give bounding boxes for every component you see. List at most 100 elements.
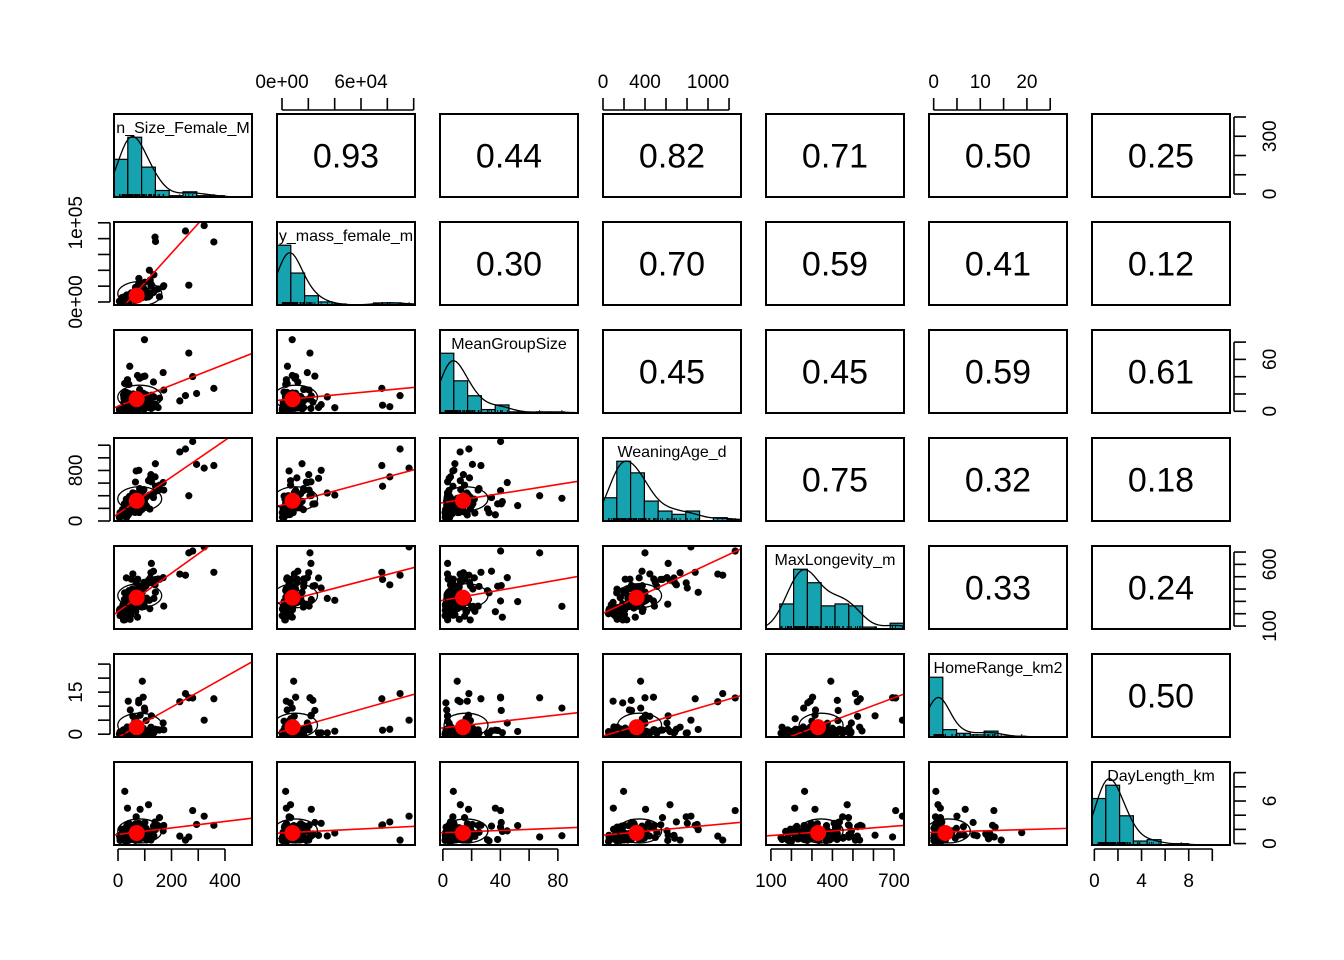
panel-0-0: n_Size_Female_M <box>114 120 252 197</box>
data-point <box>181 392 190 400</box>
data-point <box>644 594 652 602</box>
data-point <box>630 604 638 612</box>
panel-3-1 <box>277 445 491 521</box>
tick-label: 40 <box>490 871 511 892</box>
data-point <box>445 474 453 482</box>
correlation-ellipse <box>443 818 489 844</box>
tick-label: 0 <box>1260 189 1281 200</box>
tick-label: 600 <box>1260 549 1281 581</box>
data-point <box>305 471 313 479</box>
data-point <box>307 595 315 604</box>
data-point <box>378 568 386 576</box>
data-point <box>160 602 168 610</box>
panel-frame <box>602 653 742 738</box>
mean-point <box>128 824 145 841</box>
data-point <box>396 392 404 400</box>
data-point <box>844 814 853 822</box>
data-point <box>657 821 665 829</box>
data-point <box>283 362 292 370</box>
data-point <box>871 712 879 720</box>
data-point <box>496 693 505 701</box>
data-point <box>609 804 617 812</box>
density-curve <box>766 568 904 627</box>
data-point <box>210 568 218 576</box>
data-point <box>666 801 674 809</box>
data-point <box>453 677 461 685</box>
tick-label: 400 <box>817 871 849 892</box>
data-point <box>497 438 505 446</box>
data-point <box>323 729 331 737</box>
data-point <box>147 474 156 482</box>
data-point <box>843 801 851 809</box>
histogram-bar <box>929 676 944 737</box>
data-point <box>147 559 155 568</box>
regression-line <box>603 821 741 837</box>
data-point <box>936 804 944 812</box>
panel-0-3: 0.82 <box>639 138 705 176</box>
data-point <box>150 594 158 602</box>
data-point <box>514 727 522 736</box>
data-point <box>527 547 534 554</box>
data-point <box>442 505 450 513</box>
data-point <box>471 509 479 517</box>
data-point <box>808 693 817 701</box>
variable-label: y_mass_female_m <box>279 228 413 245</box>
data-point <box>285 467 293 475</box>
data-point <box>811 805 819 813</box>
data-point <box>635 574 643 582</box>
correlation-label: 0.93 <box>313 138 379 176</box>
data-point <box>469 724 477 732</box>
data-point <box>503 574 511 582</box>
histogram-bar <box>806 582 822 629</box>
data-point <box>683 819 691 827</box>
data-point <box>691 695 699 703</box>
data-point <box>671 728 679 736</box>
data-point <box>317 584 325 592</box>
histogram-bar <box>792 568 808 629</box>
panel-frame <box>765 761 905 846</box>
data-point <box>845 831 853 839</box>
data-point <box>396 445 404 453</box>
tick-label: 300 <box>1260 120 1281 152</box>
data-point <box>331 727 339 735</box>
data-point <box>288 336 296 344</box>
correlation-ellipse <box>117 712 163 737</box>
panel-1-3: 0.70 <box>639 246 705 284</box>
data-point <box>973 832 981 840</box>
correlation-label: 0.45 <box>802 354 868 392</box>
data-point <box>483 836 492 844</box>
panel-frame <box>1091 113 1231 198</box>
data-point <box>155 814 164 822</box>
data-point <box>200 546 208 551</box>
data-point <box>641 549 649 557</box>
panel-0-2: 0.44 <box>476 138 542 176</box>
data-point <box>281 616 289 624</box>
data-point <box>386 818 394 826</box>
data-point <box>468 604 476 612</box>
correlation-ellipse <box>798 818 844 844</box>
correlation-ellipse <box>117 281 163 305</box>
data-point <box>484 448 491 455</box>
data-point <box>811 706 820 714</box>
data-point <box>469 565 476 572</box>
mean-point <box>455 824 471 841</box>
data-point <box>494 500 502 508</box>
panel-frame <box>1091 761 1231 846</box>
data-point <box>121 787 129 795</box>
data-point <box>451 460 459 468</box>
data-point <box>959 823 967 831</box>
panel-frame <box>602 113 742 198</box>
panel-frame <box>928 761 1068 846</box>
data-point <box>644 820 652 828</box>
mean-point <box>455 719 471 736</box>
data-point <box>378 726 387 734</box>
panel-2-0 <box>114 336 252 413</box>
data-point <box>123 376 132 384</box>
data-point <box>378 695 386 703</box>
panel-6-5 <box>929 787 1067 845</box>
histogram-bar <box>1092 797 1107 845</box>
data-point <box>609 465 616 472</box>
data-point <box>139 693 147 701</box>
panel-2-4: 0.45 <box>802 354 868 392</box>
panel-4-5: 0.33 <box>965 570 1031 608</box>
